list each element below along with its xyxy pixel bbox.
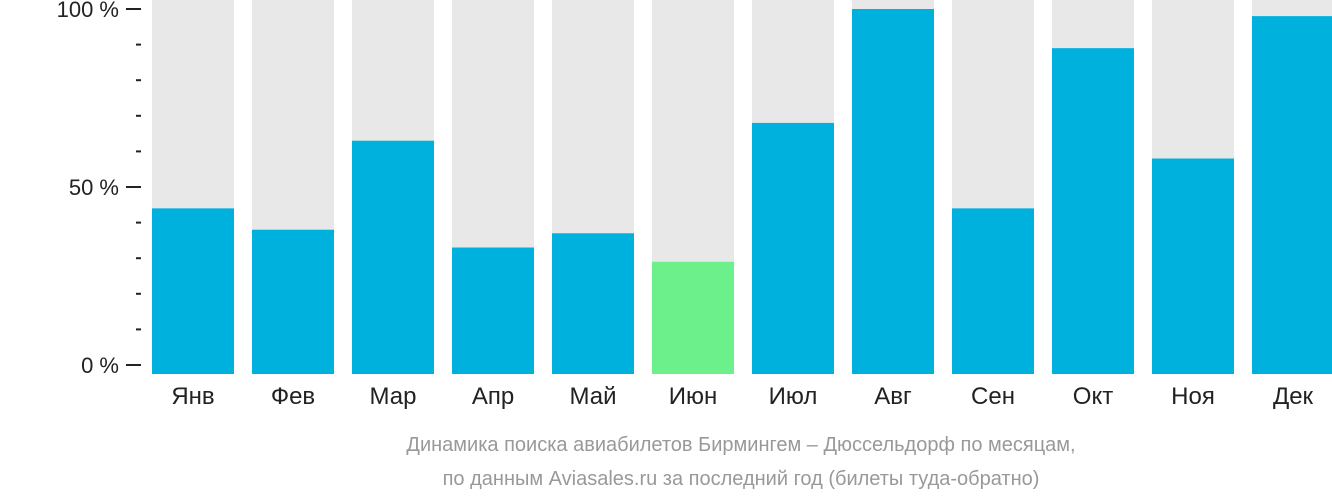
x-tick-label: Фев xyxy=(271,383,315,410)
bar-9[interactable] xyxy=(952,208,1034,374)
x-tick-label: Апр xyxy=(472,383,514,410)
bar-8[interactable] xyxy=(852,9,934,374)
bar-10[interactable] xyxy=(1052,48,1134,374)
x-tick-label: Май xyxy=(569,383,616,410)
x-tick-label: Мар xyxy=(370,383,417,410)
bar-chart: 0 % 50 % 100 % Янв Фев Мар Апр Май Июн Июл Авг Сен О… xyxy=(57,0,1332,410)
y-tick-label: 100 % xyxy=(57,0,119,22)
x-tick-label: Окт xyxy=(1073,383,1113,410)
bar-11[interactable] xyxy=(1152,158,1234,374)
x-tick-label: Июн xyxy=(669,383,718,410)
x-tick-label: Янв xyxy=(171,383,214,410)
y-tick-label: 0 % xyxy=(81,353,119,378)
x-tick-label: Июл xyxy=(769,383,818,410)
x-tick-label: Ноя xyxy=(1171,383,1215,410)
bar-12[interactable] xyxy=(1252,16,1332,375)
chart-caption-line-1: Динамика поиска авиабилетов Бирмингем – … xyxy=(406,434,1076,456)
x-tick-label: Дек xyxy=(1273,383,1314,410)
bar-7[interactable] xyxy=(752,122,834,374)
bar-4[interactable] xyxy=(452,247,534,374)
x-tick-label: Авг xyxy=(874,383,912,410)
x-tick-label: Сен xyxy=(971,383,1015,410)
y-tick-label: 50 % xyxy=(69,175,119,200)
bar-3[interactable] xyxy=(352,140,434,374)
bar-5[interactable] xyxy=(552,233,634,374)
chart-caption-line-2: по данным Aviasales.ru за последний год … xyxy=(442,468,1040,490)
bar-2[interactable] xyxy=(252,229,334,374)
bar-1[interactable] xyxy=(152,208,234,374)
bar-6[interactable] xyxy=(652,261,734,374)
